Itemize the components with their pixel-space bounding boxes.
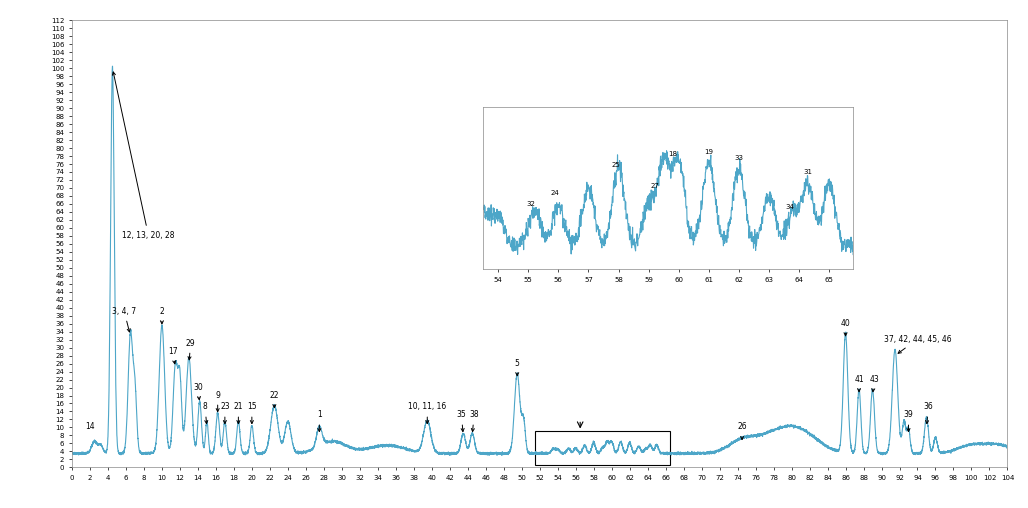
Text: 34: 34	[785, 204, 795, 209]
Text: 14: 14	[85, 423, 95, 431]
Text: 8: 8	[203, 402, 208, 424]
Text: 18: 18	[668, 151, 677, 156]
Text: 35: 35	[456, 410, 467, 432]
Text: 30: 30	[193, 383, 203, 400]
Text: 10, 11, 16: 10, 11, 16	[408, 402, 446, 424]
Text: 5: 5	[515, 359, 519, 376]
Text: 22: 22	[269, 391, 279, 407]
Text: 39: 39	[904, 410, 913, 432]
Text: 29: 29	[186, 339, 195, 360]
Text: 32: 32	[527, 201, 536, 207]
Text: 21: 21	[233, 402, 243, 424]
Text: 41: 41	[854, 374, 864, 392]
Text: 1: 1	[317, 410, 322, 432]
Bar	[536, 431, 670, 465]
Text: 33: 33	[734, 155, 743, 161]
Text: 43: 43	[870, 374, 879, 392]
Text: 31: 31	[804, 169, 812, 175]
Text: 26: 26	[737, 423, 747, 439]
Text: 24: 24	[551, 189, 559, 196]
Text: 19: 19	[704, 149, 713, 155]
Text: 25: 25	[612, 162, 620, 168]
Text: 3, 4, 7: 3, 4, 7	[112, 307, 136, 332]
Text: 9: 9	[215, 391, 220, 411]
Text: 40: 40	[841, 319, 850, 336]
Text: 17: 17	[168, 346, 178, 364]
Text: 15: 15	[247, 402, 257, 424]
Text: 36: 36	[923, 402, 933, 424]
Text: 2: 2	[159, 307, 164, 324]
Text: 37, 42, 44, 45, 46: 37, 42, 44, 45, 46	[884, 335, 951, 354]
Text: 38: 38	[469, 410, 479, 432]
Text: 27: 27	[651, 183, 659, 189]
Text: 12, 13, 20, 28: 12, 13, 20, 28	[112, 72, 175, 240]
Text: 23: 23	[220, 402, 229, 424]
